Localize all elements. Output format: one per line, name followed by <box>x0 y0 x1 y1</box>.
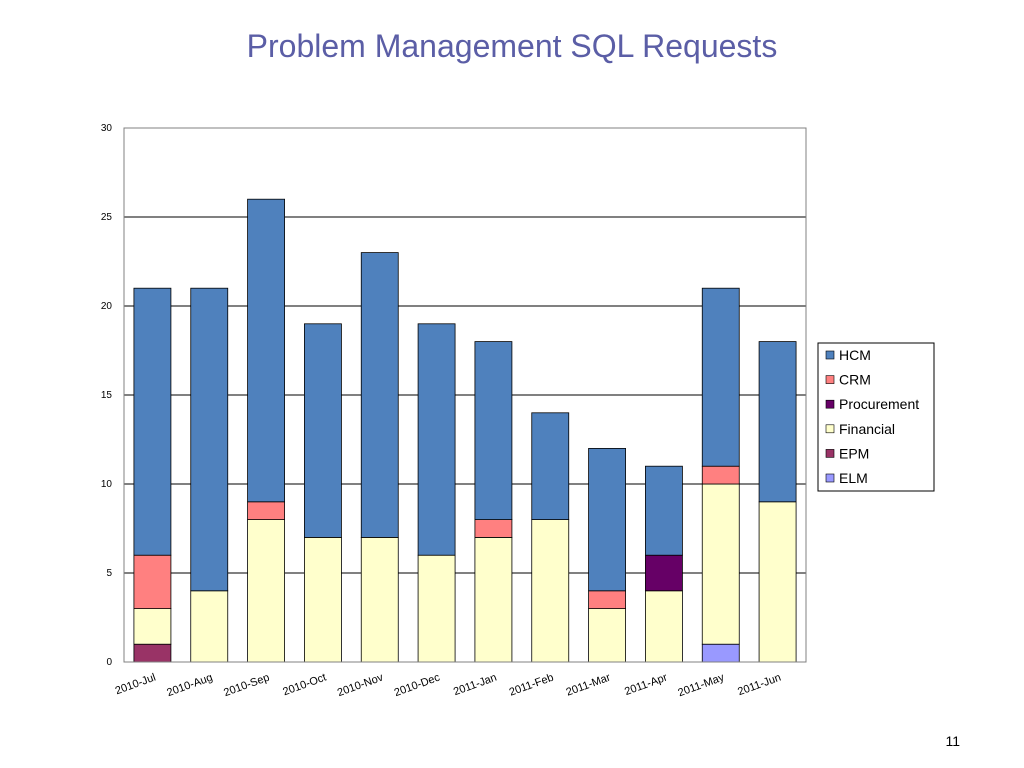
y-tick-label: 20 <box>101 301 113 312</box>
legend-label-financial: Financial <box>839 421 895 437</box>
bar-segment-crm-2011-jan <box>474 519 513 538</box>
bar-segment-financial-2011-feb <box>531 519 570 663</box>
plot-area-frame <box>123 127 807 663</box>
bars <box>133 198 797 663</box>
y-tick-label: 15 <box>101 390 113 401</box>
bar-segment-hcm-2011-apr <box>645 465 683 556</box>
y-axis-ticks: 0 5 10 15 20 25 30 <box>101 123 113 668</box>
legend-swatch-elm <box>825 473 835 483</box>
x-category-label: 2011-Feb <box>508 672 556 699</box>
bar-segment-financial-2011-jun <box>758 501 797 663</box>
bar-segment-hcm-2011-mar <box>588 447 626 592</box>
legend-label-hcm: HCM <box>839 347 871 363</box>
bar-segment-financial-2011-may <box>701 483 740 645</box>
bar-segment-financial-2011-apr <box>645 590 683 663</box>
bar-segment-financial-2010-nov <box>360 537 399 663</box>
page-number: 11 <box>945 733 960 749</box>
bar-segment-crm-2010-sep <box>247 501 285 520</box>
x-category-label: 2010-Nov <box>336 671 385 699</box>
bar-segment-hcm-2011-jun <box>758 341 797 503</box>
legend-swatch-procurement <box>825 399 835 409</box>
bar-segment-epm-2010-jul <box>133 643 172 663</box>
y-tick-label: 5 <box>106 568 112 579</box>
legend-swatch-hcm <box>825 350 835 360</box>
bar-segment-hcm-2010-jul <box>133 287 172 556</box>
x-category-label: 2011-Jan <box>452 672 498 699</box>
x-axis-labels: 2010-Jul 2010-Aug 2010-Sep 2010-Oct 2010-Nov… <box>114 671 783 699</box>
y-tick-label: 25 <box>101 212 113 223</box>
bar-segment-hcm-2011-feb <box>531 412 570 520</box>
legend-swatch-crm <box>825 375 835 384</box>
bar-segment-financial-2010-sep <box>247 519 285 663</box>
x-category-label: 2010-Oct <box>281 672 328 699</box>
bar-segment-financial-2011-mar <box>588 608 626 663</box>
x-category-label: 2011-Jun <box>736 672 782 699</box>
bar-segment-financial-2010-jul <box>133 608 172 645</box>
bar-segment-financial-2011-jan <box>474 537 513 663</box>
bar-segment-hcm-2010-nov <box>360 252 399 538</box>
legend-label-procurement: Procurement <box>839 396 919 412</box>
legend-swatch-epm <box>825 449 835 458</box>
bar-segment-hcm-2010-oct <box>304 323 342 538</box>
bar-segment-financial-2010-aug <box>190 590 229 663</box>
bar-segment-crm-2011-mar <box>588 590 626 609</box>
x-category-label: 2010-Dec <box>393 671 442 699</box>
x-category-label: 2011-May <box>676 671 726 699</box>
y-tick-label: 0 <box>106 657 112 668</box>
bar-segment-crm-2010-jul <box>133 554 172 610</box>
legend: HCM CRM Procurement Financial EPM ELM <box>817 342 935 492</box>
legend-swatch-financial <box>825 424 835 434</box>
y-tick-label: 10 <box>101 479 113 490</box>
legend-label-crm: CRM <box>839 372 871 388</box>
slide-title: Problem Management SQL Requests <box>246 28 778 64</box>
x-category-label: 2010-Jul <box>114 672 158 698</box>
legend-box <box>817 342 935 492</box>
bar-segment-hcm-2011-jan <box>474 341 513 521</box>
x-category-label: 2011-Mar <box>565 671 613 698</box>
legend-label-elm: ELM <box>839 470 868 486</box>
bar-segment-crm-2011-may <box>701 465 740 485</box>
bar-segment-financial-2010-oct <box>304 537 342 663</box>
legend-label-epm: EPM <box>839 445 869 461</box>
bar-segment-hcm-2010-aug <box>190 287 229 592</box>
y-tick-label: 30 <box>101 123 113 134</box>
bar-segment-hcm-2011-may <box>701 287 740 467</box>
bar-segment-elm-2011-may <box>701 643 740 663</box>
bar-segment-hcm-2010-sep <box>247 198 285 503</box>
x-category-label: 2010-Aug <box>165 672 214 700</box>
bar-segment-financial-2010-dec <box>417 554 456 663</box>
bar-segment-procurement-2011-apr <box>645 554 683 592</box>
x-category-label: 2010-Sep <box>222 672 271 700</box>
x-category-label: 2011-Apr <box>623 671 669 698</box>
bar-segment-hcm-2010-dec <box>417 323 456 556</box>
